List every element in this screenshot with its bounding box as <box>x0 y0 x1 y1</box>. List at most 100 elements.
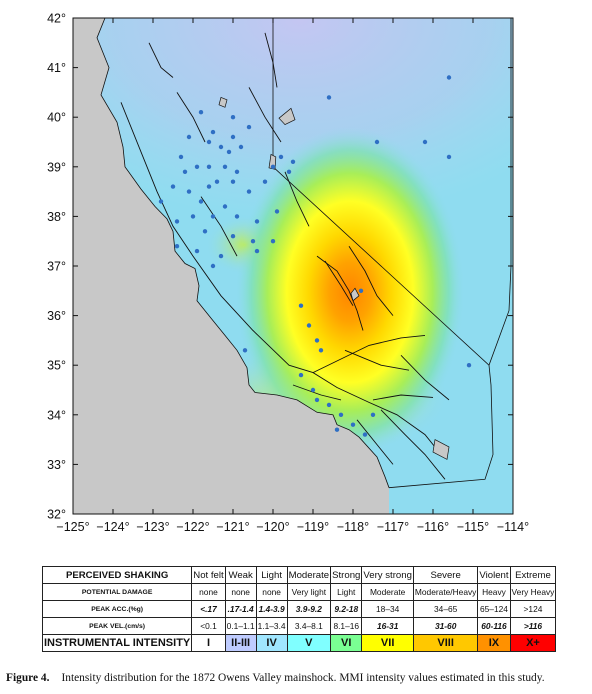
cell: 0.1–1.1 <box>224 617 257 635</box>
observation-point <box>254 248 260 254</box>
cell: Very light <box>286 583 332 601</box>
cell: 60-116 <box>477 617 511 635</box>
observation-point <box>290 159 296 164</box>
lake <box>432 439 450 460</box>
intensity-cell: X+ <box>509 634 557 652</box>
fault-trace <box>324 260 354 306</box>
lat-tick-label: 42° <box>47 12 66 26</box>
observation-point <box>350 422 356 427</box>
fault-trace <box>200 196 238 257</box>
fault-trace <box>148 42 174 78</box>
lat-tick-label: 37° <box>47 260 66 274</box>
cell: Weak <box>224 566 257 584</box>
observation-point <box>230 134 236 140</box>
row-header: PERCEIVED SHAKING <box>41 566 193 584</box>
observation-point <box>446 75 452 80</box>
axis-tick-labels: −125° −124° −123° −122° −121° −120° −119° −118°… <box>47 12 529 535</box>
observation-point <box>326 402 332 408</box>
observation-point <box>214 179 220 184</box>
cell: 8.1–16 <box>330 617 363 635</box>
intensity-map: −125° −124° −123° −122° −121° −120° −119° −118°… <box>47 12 529 535</box>
intensity-cell: IX <box>477 634 511 652</box>
cell: 18–34 <box>361 600 414 618</box>
observation-point <box>194 164 200 169</box>
fault-lines <box>120 32 450 480</box>
lake <box>218 96 228 108</box>
observation-point <box>194 248 200 254</box>
fault-trace <box>284 171 310 227</box>
row-header: PEAK VEL.(cm/s) <box>41 617 193 635</box>
lake <box>278 107 296 126</box>
observation-point <box>206 164 212 169</box>
row-potential-damage: POTENTIAL DAMAGE none none none Very lig… <box>41 583 557 601</box>
row-peak-acc: PEAK ACC.(%g) <.17 .17-1.4 1.4-3.9 3.9-9… <box>41 600 557 618</box>
observation-point <box>318 348 324 353</box>
cell: 34–65 <box>412 600 479 618</box>
lon-tick-label: −120° <box>256 520 289 534</box>
observation-point <box>314 338 320 343</box>
figure-label: Figure 4. <box>6 672 50 684</box>
observation-point <box>198 110 204 115</box>
observation-point <box>278 154 284 160</box>
observation-point <box>262 179 268 184</box>
lake <box>350 287 360 302</box>
observation-point <box>190 214 196 219</box>
observation-point <box>174 244 180 249</box>
observation-point <box>310 387 316 393</box>
cell: Moderate/Heavy <box>412 583 479 601</box>
cell: 31-60 <box>412 617 479 635</box>
cell: <.17 <box>191 600 226 618</box>
intensity-cell: I <box>191 634 226 652</box>
intensity-cell: II-III <box>224 634 257 652</box>
cell: none <box>255 583 288 601</box>
observation-point <box>218 144 224 150</box>
cell: Moderate <box>361 583 414 601</box>
lon-tick-label: −124° <box>96 520 129 534</box>
cell: <0.1 <box>191 617 226 635</box>
observation-point <box>178 154 184 160</box>
cell: Violent <box>477 566 511 584</box>
lon-tick-label: −125° <box>56 520 89 534</box>
cell: Not felt <box>191 566 226 584</box>
observation-point <box>326 95 332 100</box>
fault-trace <box>264 32 278 88</box>
cell: 16-31 <box>361 617 414 635</box>
observation-point <box>446 154 452 160</box>
lon-tick-label: −118° <box>337 520 369 534</box>
lat-tick-label: 38° <box>47 210 66 224</box>
observation-point <box>222 164 228 169</box>
observation-point <box>170 184 176 189</box>
observation-point <box>210 129 216 135</box>
cell: Very strong <box>361 566 414 584</box>
lon-tick-label: −114° <box>497 520 529 534</box>
lon-tick-label: −115° <box>457 520 489 534</box>
fault-trace <box>292 384 342 401</box>
observation-point <box>210 263 216 269</box>
observation-point <box>186 189 192 194</box>
state-border <box>488 18 512 366</box>
cell: none <box>224 583 257 601</box>
fault-trace <box>176 92 206 143</box>
intensity-cell: IV <box>255 634 288 652</box>
lon-tick-label: −117° <box>377 520 409 534</box>
lon-tick-label: −121° <box>216 520 249 534</box>
figure-caption: Figure 4. Intensity distribution for the … <box>6 672 592 684</box>
observation-point <box>246 124 252 130</box>
intensity-cell: VII <box>361 634 414 652</box>
cell: 1.1–3.4 <box>255 617 288 635</box>
lat-tick-label: 36° <box>47 309 66 323</box>
cell: 65–124 <box>477 600 511 618</box>
observation-point <box>374 139 380 145</box>
observation-points <box>158 75 472 437</box>
cell: 9.2-18 <box>330 600 363 618</box>
fault-trace <box>312 334 426 374</box>
observation-point <box>270 239 276 244</box>
observation-point <box>202 229 208 234</box>
observation-point <box>222 204 228 209</box>
row-instrumental-intensity: INSTRUMENTAL INTENSITY I II-III IV V VI … <box>41 634 557 652</box>
fault-trace <box>372 394 434 401</box>
caption-text: Intensity distribution for the 1872 Owen… <box>61 672 545 684</box>
observation-point <box>206 184 212 189</box>
lon-tick-label: −116° <box>417 520 449 534</box>
observation-point <box>182 169 188 174</box>
